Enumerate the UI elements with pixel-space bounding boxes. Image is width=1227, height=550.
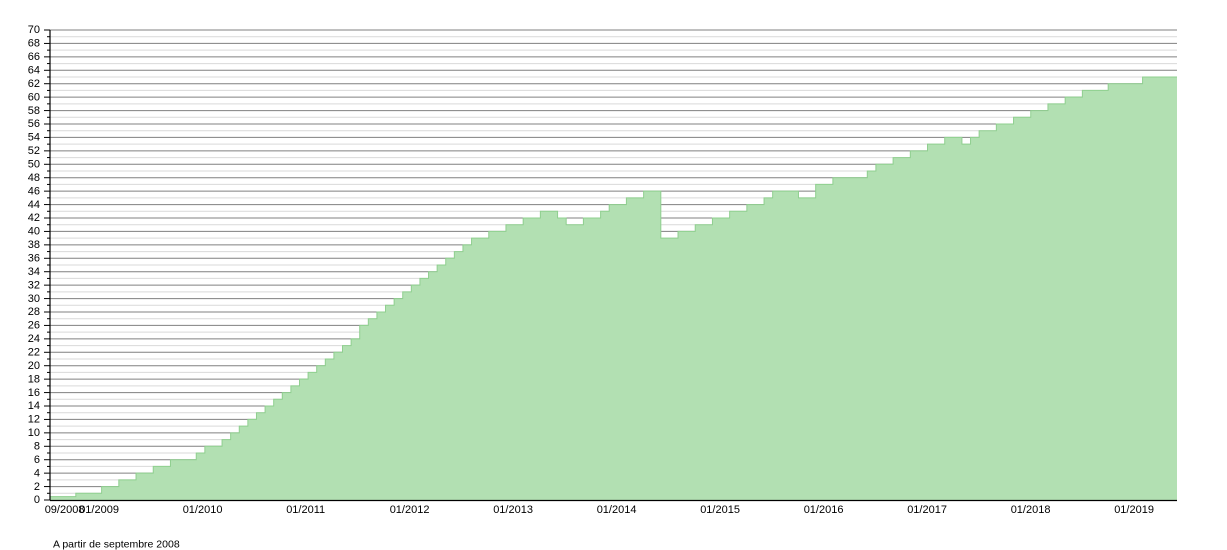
svg-text:12: 12 (28, 414, 40, 426)
svg-text:22: 22 (28, 346, 40, 358)
svg-text:01/2013: 01/2013 (493, 504, 533, 516)
svg-text:50: 50 (28, 158, 40, 170)
svg-text:24: 24 (28, 333, 40, 345)
svg-text:48: 48 (28, 172, 40, 184)
svg-text:46: 46 (28, 185, 40, 197)
svg-text:01/2009: 01/2009 (79, 504, 119, 516)
svg-text:2: 2 (34, 481, 40, 493)
svg-text:42: 42 (28, 212, 40, 224)
svg-text:66: 66 (28, 51, 40, 63)
svg-text:40: 40 (28, 226, 40, 238)
svg-text:01/2012: 01/2012 (390, 504, 430, 516)
svg-text:0: 0 (34, 494, 40, 506)
svg-text:01/2015: 01/2015 (700, 504, 740, 516)
svg-text:62: 62 (28, 78, 40, 90)
svg-text:14: 14 (28, 400, 40, 412)
svg-text:10: 10 (28, 427, 40, 439)
svg-text:01/2014: 01/2014 (597, 504, 637, 516)
svg-text:64: 64 (28, 64, 40, 76)
svg-text:54: 54 (28, 132, 40, 144)
svg-text:8: 8 (34, 440, 40, 452)
svg-text:18: 18 (28, 373, 40, 385)
svg-text:20: 20 (28, 360, 40, 372)
svg-text:58: 58 (28, 105, 40, 117)
svg-text:38: 38 (28, 239, 40, 251)
svg-text:70: 70 (28, 24, 40, 36)
svg-text:A partir de septembre 2008: A partir de septembre 2008 (53, 539, 180, 550)
svg-text:36: 36 (28, 252, 40, 264)
svg-text:56: 56 (28, 118, 40, 130)
svg-text:4: 4 (34, 467, 40, 479)
svg-text:52: 52 (28, 145, 40, 157)
svg-text:30: 30 (28, 293, 40, 305)
svg-text:01/2010: 01/2010 (183, 504, 223, 516)
svg-text:01/2019: 01/2019 (1114, 504, 1154, 516)
svg-text:26: 26 (28, 320, 40, 332)
svg-text:01/2011: 01/2011 (286, 504, 325, 516)
svg-text:16: 16 (28, 387, 40, 399)
svg-text:68: 68 (28, 38, 40, 50)
svg-text:28: 28 (28, 306, 40, 318)
svg-text:01/2018: 01/2018 (1011, 504, 1051, 516)
svg-text:44: 44 (28, 199, 40, 211)
svg-text:01/2016: 01/2016 (804, 504, 844, 516)
svg-text:32: 32 (28, 279, 40, 291)
svg-text:01/2017: 01/2017 (907, 504, 947, 516)
svg-text:6: 6 (34, 454, 40, 466)
svg-text:34: 34 (28, 266, 40, 278)
svg-text:60: 60 (28, 91, 40, 103)
